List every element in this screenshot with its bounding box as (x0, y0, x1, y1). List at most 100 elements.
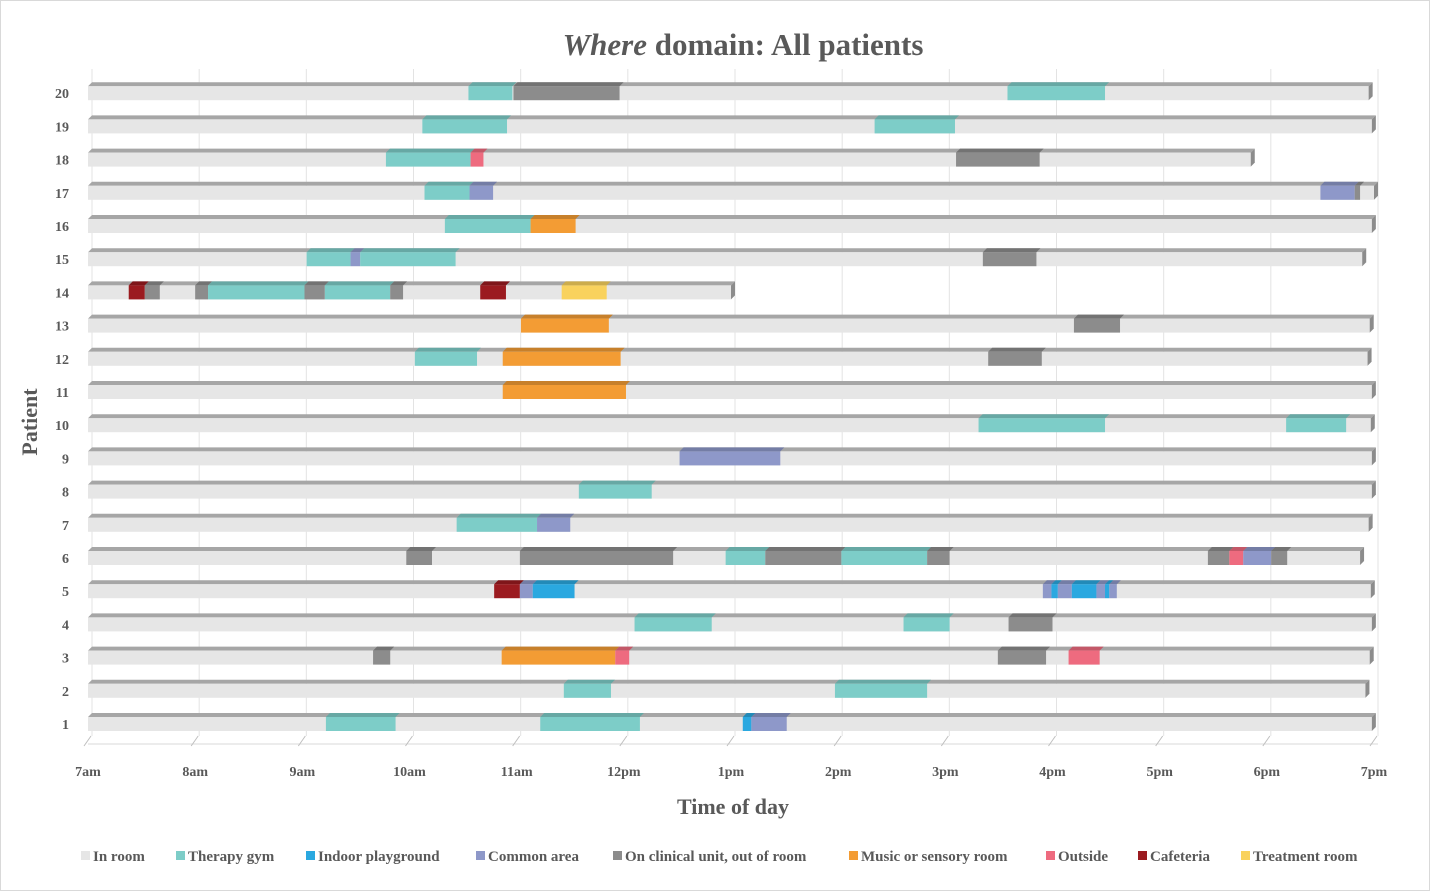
segment-common-area-1-4 (751, 717, 787, 731)
segment-clinical-unit-14-5 (304, 285, 325, 300)
bar-in-room-5-side (1370, 580, 1375, 599)
segment-common-area-15-2-top (350, 248, 365, 253)
segment-common-area-5-8 (1096, 584, 1106, 599)
segment-common-area-5-10 (1109, 584, 1117, 599)
bar-in-room-12 (88, 351, 1368, 366)
segment-therapy-gym-12-1 (414, 351, 478, 366)
segment-cafeteria-14-8-top (480, 281, 510, 286)
legend-label-treatment-room: Treatment room (1253, 849, 1358, 865)
segment-therapy-gym-4-1 (634, 617, 712, 632)
segment-therapy-gym-10-1-top (978, 414, 1110, 419)
patient-row-5 (88, 580, 1375, 599)
x-tick-label-1pm: 1pm (718, 765, 745, 780)
x-tick-mark-8am (190, 735, 199, 747)
x-tick-mark-2pm (833, 735, 842, 747)
segment-therapy-gym-15-3 (360, 252, 456, 267)
segment-clinical-unit-3-4 (997, 650, 1047, 665)
segment-therapy-gym-2-1 (563, 683, 611, 698)
segment-common-area-17-2 (469, 185, 494, 200)
bar-in-room-5-top (88, 580, 1375, 585)
segment-common-area-9-1-top (679, 447, 785, 452)
patient-row-18 (88, 148, 1255, 167)
segment-common-area-5-6 (1057, 584, 1072, 599)
bar-in-room-19 (88, 119, 1372, 134)
segment-clinical-unit-3-1 (373, 650, 391, 665)
bar-in-room-19-top (88, 115, 1376, 120)
x-tick-mark-1pm (726, 735, 735, 747)
segment-common-area-17-3 (1320, 185, 1355, 200)
segment-treatment-room-14-9-top (561, 281, 611, 286)
segment-therapy-gym-8-1-top (578, 480, 656, 485)
segment-music-room-3-2-top (501, 646, 620, 651)
segment-outside-3-5-top (1068, 646, 1104, 651)
bar-in-room-17-top (88, 181, 1378, 186)
bar-in-room-7 (88, 517, 1369, 532)
y-tick-label-1: 1 (62, 718, 69, 733)
segment-outside-3-3 (615, 650, 630, 665)
segment-common-area-5-10-top (1109, 580, 1121, 585)
segment-music-room-16-2 (530, 219, 576, 233)
patient-row-10 (88, 414, 1375, 433)
segment-therapy-gym-8-1 (578, 484, 652, 499)
segment-clinical-unit-14-7 (390, 285, 404, 300)
y-tick-label-3: 3 (62, 652, 69, 667)
y-tick-label-13: 13 (55, 320, 69, 335)
patient-row-1 (88, 713, 1376, 731)
segment-clinical-unit-6-2-top (519, 547, 678, 551)
legend-swatch-music-room (849, 851, 858, 860)
segment-therapy-gym-6-3 (725, 551, 766, 565)
x-tick-mark-11am (512, 735, 521, 747)
segment-music-room-11-1-top (502, 381, 630, 385)
segment-clinical-unit-20-2-top (513, 82, 624, 87)
segment-therapy-gym-16-1 (444, 219, 531, 233)
x-tick-mark-9am (297, 735, 306, 747)
bar-in-room-15-side (1362, 248, 1367, 267)
segment-therapy-gym-15-1 (306, 252, 351, 267)
segment-clinical-unit-6-4-top (765, 547, 846, 551)
legend-label-indoor-playground: Indoor playground (318, 849, 440, 865)
segment-music-room-11-1 (502, 385, 626, 399)
patient-row-3 (88, 646, 1374, 665)
legend-label-outside: Outside (1058, 849, 1108, 865)
segment-treatment-room-14-9 (561, 285, 607, 300)
segment-therapy-gym-16-1-top (444, 215, 535, 219)
segment-music-room-13-1-top (520, 314, 613, 319)
segment-clinical-unit-13-2 (1073, 318, 1121, 333)
chart-title: Where domain: All patients (563, 27, 924, 62)
vertical-gridlines (91, 69, 1379, 736)
segment-indoor-playground-1-3-top (742, 713, 756, 717)
segment-therapy-gym-19-1-top (422, 115, 512, 120)
segment-indoor-playground-1-3 (742, 717, 752, 731)
legend-swatch-in-room (81, 851, 90, 860)
segment-therapy-gym-1-1 (325, 717, 396, 731)
bar-in-room-20-top (88, 82, 1373, 87)
segment-indoor-playground-5-9 (1105, 584, 1110, 599)
segment-indoor-playground-5-5-top (1051, 580, 1062, 585)
bar-in-room-3-side (1369, 646, 1374, 665)
patient-row-20 (88, 82, 1373, 101)
bar-in-room-11 (88, 385, 1372, 399)
segment-therapy-gym-12-1-top (414, 347, 482, 352)
segment-music-room-16-2-top (530, 215, 580, 219)
segment-therapy-gym-2-2 (834, 683, 928, 698)
bar-in-room-13-top (88, 314, 1374, 319)
patient-row-7 (88, 513, 1373, 532)
legend-label-music-room: Music or sensory room (861, 849, 1008, 865)
x-tick-label-7pm: 7pm (1361, 765, 1388, 780)
segment-outside-3-3-top (615, 646, 634, 651)
y-tick-label-7: 7 (62, 519, 69, 534)
bar-in-room-14-top (88, 281, 735, 286)
segment-cafeteria-14-1 (128, 285, 145, 300)
segment-clinical-unit-6-10-top (1271, 547, 1292, 551)
x-tick-label-8am: 8am (182, 765, 208, 780)
segment-clinical-unit-6-4 (765, 551, 842, 565)
bar-in-room-6-top (88, 547, 1365, 551)
segment-common-area-15-2 (350, 252, 361, 267)
segment-therapy-gym-17-1 (424, 185, 470, 200)
segment-clinical-unit-4-3-top (1008, 613, 1057, 618)
segment-common-area-5-4-top (1042, 580, 1056, 585)
segment-common-area-9-1 (679, 451, 781, 466)
segment-common-area-5-8-top (1096, 580, 1110, 585)
bar-in-room-2-side (1365, 679, 1370, 698)
segment-therapy-gym-17-1-top (424, 181, 474, 186)
